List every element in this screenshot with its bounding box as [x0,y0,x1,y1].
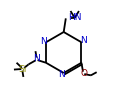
Text: N: N [40,37,47,46]
Text: N: N [80,36,87,45]
Text: O: O [80,69,87,78]
Text: Si: Si [19,65,27,74]
Text: N: N [58,70,64,79]
Text: N: N [33,54,40,63]
Text: HN: HN [68,13,82,22]
